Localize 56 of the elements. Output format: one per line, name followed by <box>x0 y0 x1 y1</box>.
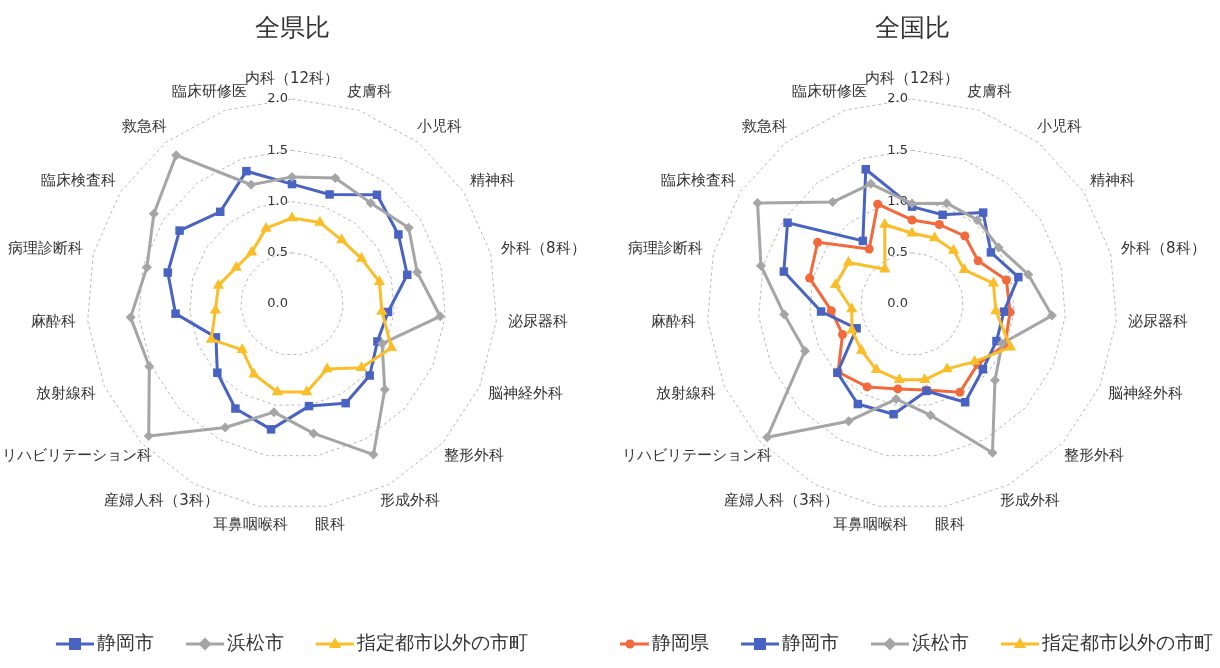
spoke-label: 内科（12科） <box>244 69 340 88</box>
y-tick-label: 2.0 <box>887 90 908 106</box>
spoke-label: 耳鼻咽喉科 <box>832 515 908 534</box>
y-tick-label: 1.0 <box>267 192 288 208</box>
legend-label: 指定都市以外の市町 <box>1041 630 1213 653</box>
spoke-label: 形成外科 <box>999 491 1060 510</box>
y-tick-label: 0.5 <box>267 244 288 260</box>
spoke-label: 脳神経外科 <box>1107 384 1183 403</box>
spoke-label: 放射線科 <box>35 384 96 403</box>
spoke-label: 小児科 <box>1036 116 1082 135</box>
spoke-label: 内科（12科） <box>864 69 960 88</box>
spoke-label: 皮膚科 <box>967 81 1013 100</box>
y-tick-label: 2.0 <box>267 90 288 106</box>
spoke-label: 整形外科 <box>443 445 504 464</box>
spoke-label: リハビリテーション科 <box>622 445 773 464</box>
spoke-label: 脳神経外科 <box>487 384 563 403</box>
spoke-label: 精神科 <box>1090 171 1135 190</box>
spoke-label: 臨床研修医 <box>791 81 867 100</box>
spoke-label: 臨床検査科 <box>661 171 737 190</box>
spoke-label: 臨床検査科 <box>41 171 117 190</box>
chart-title: 全県比 <box>254 12 330 42</box>
spoke-label: 外科（8科） <box>501 238 586 257</box>
spoke-label: 病理診断科 <box>627 238 703 257</box>
y-tick-label: 0.0 <box>887 295 908 311</box>
spoke-label: 病理診断科 <box>7 238 83 257</box>
spoke-label: 麻酔科 <box>30 312 76 331</box>
y-tick-label: 0.0 <box>267 295 288 311</box>
chart-title: 全国比 <box>874 12 950 42</box>
legend-label: 浜松市 <box>227 630 284 653</box>
spoke-label: 眼科 <box>315 515 346 534</box>
spoke-label: 精神科 <box>470 171 515 190</box>
y-tick-label: 1.5 <box>267 141 288 157</box>
spoke-label: 眼科 <box>935 515 966 534</box>
spoke-label: 麻酔科 <box>650 312 696 331</box>
spoke-label: 救急科 <box>121 116 168 135</box>
spoke-label: 救急科 <box>741 116 788 135</box>
spoke-label: リハビリテーション科 <box>2 445 153 464</box>
spoke-label: 形成外科 <box>379 491 440 510</box>
spoke-label: 臨床研修医 <box>171 81 247 100</box>
spoke-label: 産婦人科（3科） <box>104 491 219 510</box>
spoke-label: 皮膚科 <box>347 81 393 100</box>
legend-label: 静岡市 <box>782 630 839 653</box>
legend-label: 静岡市 <box>97 630 154 653</box>
legend-label: 指定都市以外の市町 <box>356 630 528 653</box>
spoke-label: 放射線科 <box>655 384 716 403</box>
spoke-label: 外科（8科） <box>1121 238 1206 257</box>
y-tick-label: 1.5 <box>887 141 908 157</box>
y-tick-label: 0.5 <box>887 244 908 260</box>
legend-label: 浜松市 <box>912 630 969 653</box>
spoke-label: 産婦人科（3科） <box>724 491 839 510</box>
legend-label: 静岡県 <box>652 630 709 653</box>
spoke-label: 小児科 <box>416 116 462 135</box>
spoke-label: 耳鼻咽喉科 <box>212 515 288 534</box>
spoke-label: 泌尿器科 <box>508 312 569 331</box>
spoke-label: 整形外科 <box>1063 445 1124 464</box>
spoke-label: 泌尿器科 <box>1128 312 1189 331</box>
